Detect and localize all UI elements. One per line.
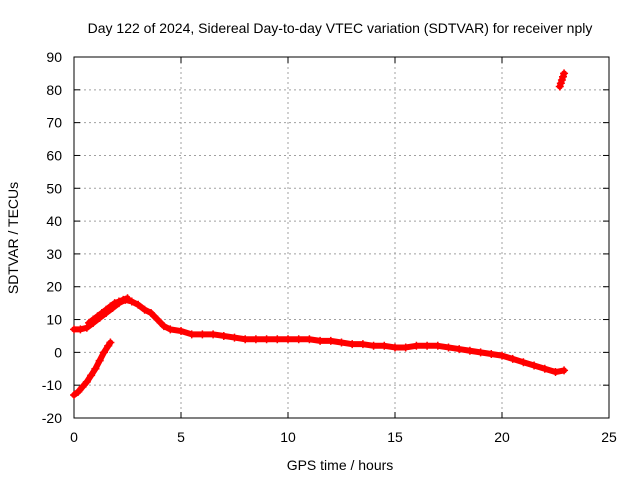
data-point	[444, 343, 453, 352]
data-point	[273, 335, 282, 344]
x-tick-label: 20	[494, 429, 510, 445]
data-point	[134, 300, 143, 309]
data-point	[219, 331, 228, 340]
x-axis-label: GPS time / hours	[287, 457, 394, 473]
data-point	[284, 335, 292, 344]
y-tick-label: -10	[42, 377, 62, 393]
data-point	[487, 350, 496, 359]
data-point	[84, 318, 93, 327]
data-point	[97, 308, 106, 317]
series-band	[85, 295, 131, 326]
data-point	[166, 325, 175, 334]
data-point	[316, 336, 325, 345]
data-point	[423, 341, 432, 350]
x-tick-label: 10	[280, 429, 296, 445]
data-point	[455, 345, 464, 354]
y-tick-label: 60	[46, 147, 62, 163]
data-point	[198, 330, 207, 339]
data-point	[326, 336, 335, 345]
data-point	[93, 312, 102, 321]
data-point	[433, 341, 442, 350]
data-point	[262, 335, 271, 344]
y-tick-label: 10	[46, 312, 62, 328]
series-sdtvar-main	[70, 295, 569, 377]
data-point	[82, 377, 91, 386]
series-sdtvar-late-points	[555, 69, 569, 91]
data-point	[87, 371, 96, 380]
y-tick-label: 40	[46, 213, 62, 229]
data-point	[551, 368, 560, 377]
data-point	[78, 382, 87, 391]
series-sdtvar-upper-branch	[84, 294, 132, 327]
y-tick-label: 90	[46, 49, 62, 65]
data-point	[106, 302, 115, 311]
data-point	[348, 340, 357, 349]
y-tick-label: 70	[46, 115, 62, 131]
data-point	[560, 366, 569, 375]
data-point	[127, 297, 136, 306]
data-point	[380, 341, 389, 350]
data-point	[305, 335, 314, 344]
data-point	[508, 354, 517, 363]
data-point	[89, 315, 98, 324]
data-point	[209, 330, 218, 339]
data-point	[99, 348, 108, 357]
y-axis-label: SDTVAR / TECUs	[5, 182, 21, 294]
y-tick-label: 20	[46, 279, 62, 295]
x-tick-label: 25	[601, 429, 617, 445]
data-point	[114, 297, 123, 306]
series-sdtvar-rising-branch	[70, 338, 115, 400]
chart-title: Day 122 of 2024, Sidereal Day-to-day VTE…	[88, 20, 593, 36]
x-tick-label: 5	[177, 429, 185, 445]
data-point	[95, 356, 104, 365]
data-point	[465, 346, 474, 355]
data-point	[140, 305, 149, 314]
y-tick-label: 30	[46, 246, 62, 262]
grid-lines	[74, 57, 609, 418]
x-tick-label: 15	[387, 429, 403, 445]
data-points	[70, 69, 569, 400]
data-point	[153, 315, 162, 324]
data-point	[412, 341, 421, 350]
data-point	[560, 69, 569, 78]
data-point	[476, 348, 485, 357]
data-point	[123, 294, 132, 303]
axis-ticks: 0 5 10 15 20 25 -20 -10 0 10 20 30 40 50 60 70 80 90	[42, 49, 617, 445]
data-point	[74, 387, 83, 396]
data-point	[241, 335, 250, 344]
data-point	[369, 341, 378, 350]
data-point	[540, 364, 549, 373]
data-point	[76, 325, 85, 334]
data-point	[147, 308, 156, 317]
data-point	[337, 338, 346, 347]
data-point	[106, 338, 115, 347]
data-point	[119, 295, 128, 304]
y-tick-label: 0	[54, 344, 62, 360]
data-point	[391, 343, 399, 352]
y-tick-label: 50	[46, 180, 62, 196]
data-point	[230, 333, 239, 342]
data-point	[91, 364, 100, 373]
data-point	[519, 358, 528, 367]
series-band	[71, 339, 114, 399]
data-point	[498, 351, 506, 360]
plot-frame	[73, 56, 610, 419]
data-point	[530, 361, 539, 370]
data-point	[294, 335, 303, 344]
data-point	[110, 299, 119, 308]
data-point	[70, 391, 78, 400]
data-point	[82, 323, 91, 332]
data-point	[358, 340, 367, 349]
data-point	[177, 327, 185, 336]
y-tick-label: -20	[42, 410, 62, 426]
data-point	[251, 335, 260, 344]
data-point	[187, 330, 196, 339]
x-tick-label: 0	[70, 429, 78, 445]
data-point	[401, 343, 410, 352]
data-point	[102, 305, 111, 314]
data-point	[159, 322, 168, 331]
y-tick-label: 80	[46, 82, 62, 98]
